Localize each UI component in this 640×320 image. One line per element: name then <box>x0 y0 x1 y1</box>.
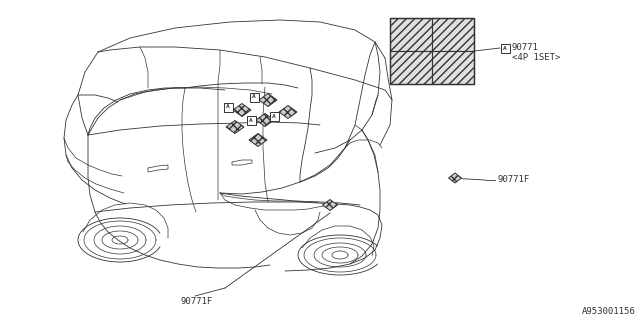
Text: 90771F: 90771F <box>497 175 529 185</box>
Bar <box>390 18 474 84</box>
Bar <box>250 92 259 101</box>
Text: <4P 1SET>: <4P 1SET> <box>512 53 561 62</box>
Polygon shape <box>323 199 337 211</box>
Text: A: A <box>226 105 230 109</box>
Bar <box>390 18 432 51</box>
Polygon shape <box>449 173 461 183</box>
Bar <box>432 18 474 51</box>
Polygon shape <box>256 114 274 126</box>
Text: A: A <box>272 114 276 118</box>
Bar <box>432 51 474 84</box>
Polygon shape <box>259 93 277 107</box>
Bar <box>390 51 432 84</box>
Bar <box>269 111 278 121</box>
Text: A: A <box>252 94 256 100</box>
Text: A: A <box>249 117 253 123</box>
Bar <box>223 102 232 111</box>
Text: 90771F: 90771F <box>181 298 213 307</box>
Polygon shape <box>279 106 297 118</box>
Text: 90771: 90771 <box>512 44 539 52</box>
Text: A: A <box>503 45 507 51</box>
Polygon shape <box>233 103 251 116</box>
Polygon shape <box>226 121 244 133</box>
Text: A953001156: A953001156 <box>582 307 636 316</box>
Bar <box>246 116 255 124</box>
Bar <box>500 44 509 52</box>
Polygon shape <box>249 133 267 147</box>
